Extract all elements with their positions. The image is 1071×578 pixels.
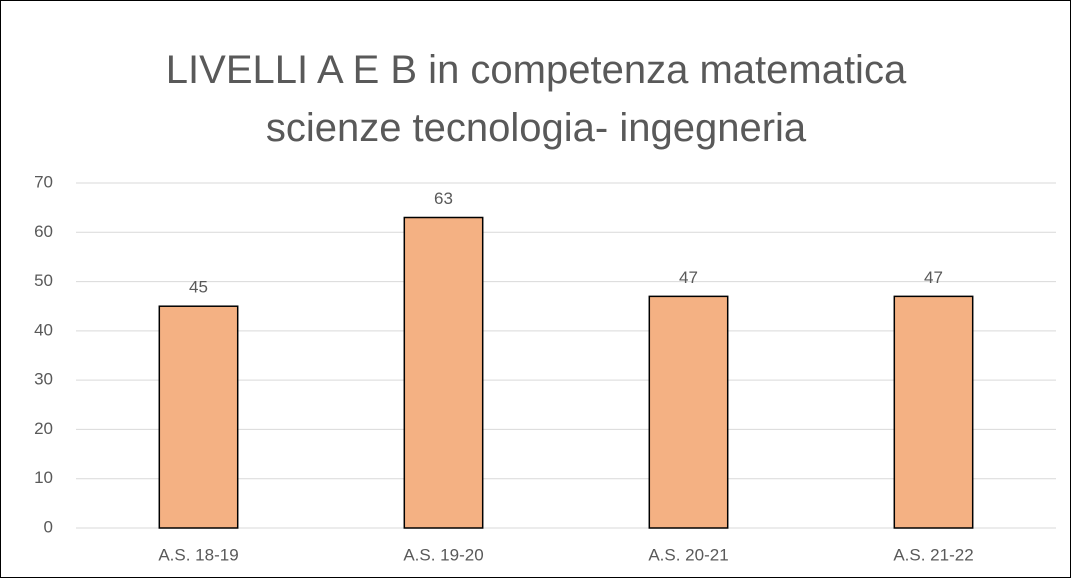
y-tick-label: 50 bbox=[34, 271, 53, 290]
x-tick-label: A.S. 20-21 bbox=[648, 545, 728, 564]
data-label: 63 bbox=[434, 189, 453, 208]
y-tick-label: 60 bbox=[34, 222, 53, 241]
chart-title: LIVELLI A E B in competenza matematica s… bbox=[165, 48, 907, 150]
y-tick-label: 30 bbox=[34, 370, 53, 389]
y-tick-label: 0 bbox=[44, 517, 53, 536]
bar bbox=[648, 295, 729, 529]
data-label: 47 bbox=[924, 268, 943, 287]
x-tick-label: A.S. 18-19 bbox=[158, 545, 238, 564]
x-tick-label: A.S. 21-22 bbox=[893, 545, 973, 564]
y-tick-label: 70 bbox=[34, 172, 53, 191]
bar bbox=[893, 295, 974, 529]
y-tick-label: 10 bbox=[34, 468, 53, 487]
y-tick-label: 20 bbox=[34, 419, 53, 438]
bar bbox=[403, 216, 484, 529]
data-label: 47 bbox=[679, 268, 698, 287]
bar bbox=[158, 305, 239, 529]
x-tick-label: A.S. 19-20 bbox=[403, 545, 483, 564]
y-tick-label: 40 bbox=[34, 320, 53, 339]
data-label: 45 bbox=[189, 278, 208, 297]
